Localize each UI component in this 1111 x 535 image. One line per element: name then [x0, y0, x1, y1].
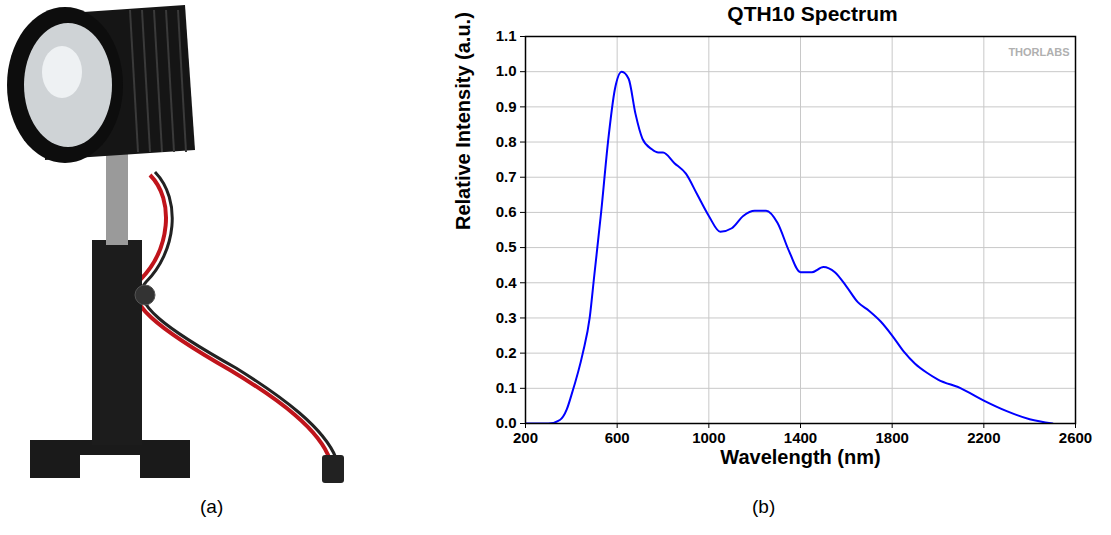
svg-text:1.0: 1.0 [496, 62, 517, 79]
svg-text:THORLABS: THORLABS [1008, 46, 1069, 58]
svg-text:200: 200 [513, 429, 538, 446]
html-text:(a): (a) [200, 496, 224, 517]
svg-text:0.3: 0.3 [496, 309, 517, 326]
svg-text:0.2: 0.2 [496, 344, 517, 361]
svg-text:Wavelength (nm): Wavelength (nm) [720, 446, 880, 468]
svg-text:1.1: 1.1 [496, 27, 517, 44]
html-text:QTH10 Spectrum: QTH10 Spectrum [727, 2, 898, 25]
svg-text:0.8: 0.8 [496, 133, 517, 150]
svg-text:Relative Intensity (a.u.): Relative Intensity (a.u.) [452, 12, 474, 230]
html-text:(b): (b) [752, 496, 776, 517]
svg-text:2200: 2200 [967, 429, 1000, 446]
svg-text:1800: 1800 [875, 429, 908, 446]
svg-text:2600: 2600 [1059, 429, 1092, 446]
svg-text:0.5: 0.5 [496, 238, 517, 255]
svg-text:0.7: 0.7 [496, 168, 517, 185]
svg-text:1400: 1400 [784, 429, 817, 446]
svg-text:1000: 1000 [692, 429, 725, 446]
svg-text:0.9: 0.9 [496, 98, 517, 115]
svg-text:0.4: 0.4 [496, 274, 518, 291]
svg-text:0.1: 0.1 [496, 379, 517, 396]
svg-text:0.6: 0.6 [496, 203, 517, 220]
svg-text:0.0: 0.0 [496, 414, 517, 431]
svg-text:600: 600 [605, 429, 630, 446]
